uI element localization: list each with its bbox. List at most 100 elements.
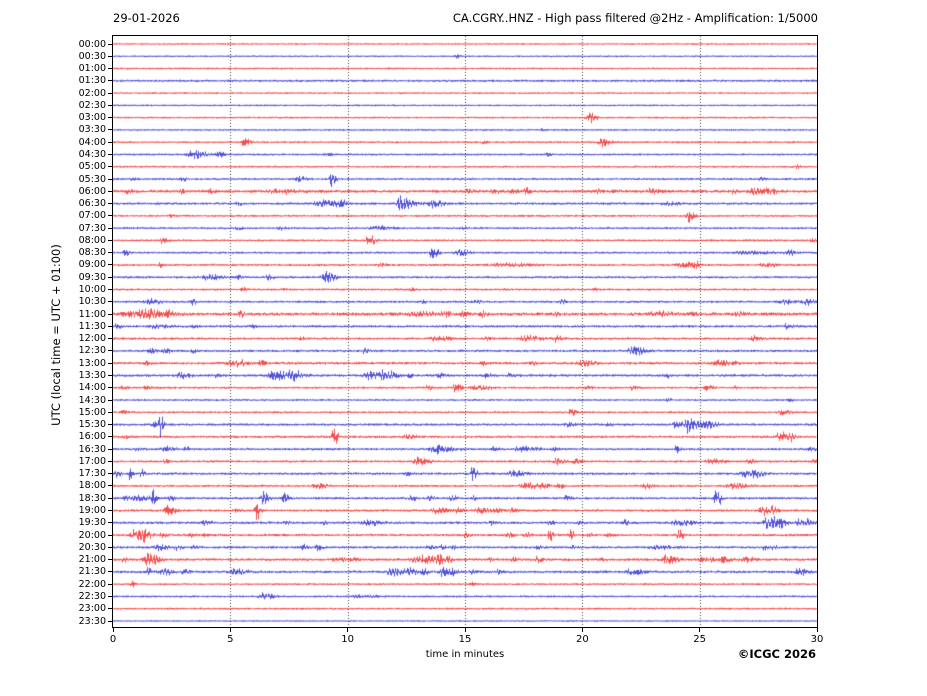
y-tick bbox=[108, 350, 112, 352]
y-tick-label: 08:00 bbox=[78, 234, 106, 246]
y-tick-label: 18:00 bbox=[78, 480, 106, 492]
y-tick bbox=[108, 546, 112, 548]
y-tick-label: 09:30 bbox=[78, 271, 106, 283]
y-tick bbox=[108, 595, 112, 597]
y-tick bbox=[108, 239, 112, 241]
y-tick bbox=[108, 325, 112, 327]
y-tick bbox=[108, 276, 112, 278]
y-tick bbox=[108, 460, 112, 462]
y-tick bbox=[108, 387, 112, 389]
y-tick bbox=[108, 153, 112, 155]
y-tick-label: 23:30 bbox=[78, 615, 106, 627]
x-tick bbox=[581, 628, 583, 632]
y-tick-label: 14:00 bbox=[78, 382, 106, 394]
y-tick bbox=[108, 190, 112, 192]
y-tick-label: 08:30 bbox=[78, 247, 106, 259]
y-tick-label: 17:30 bbox=[78, 468, 106, 480]
y-tick-label: 03:00 bbox=[78, 112, 106, 124]
y-tick-label: 02:30 bbox=[78, 99, 106, 111]
y-tick bbox=[108, 571, 112, 573]
y-tick-label: 11:30 bbox=[78, 320, 106, 332]
y-tick bbox=[108, 473, 112, 475]
y-tick-label: 16:00 bbox=[78, 431, 106, 443]
y-tick-label: 03:30 bbox=[78, 124, 106, 136]
y-tick bbox=[108, 43, 112, 45]
y-tick-label: 23:00 bbox=[78, 603, 106, 615]
y-tick-label: 15:30 bbox=[78, 419, 106, 431]
y-tick-label: 11:00 bbox=[78, 308, 106, 320]
y-tick-label: 19:30 bbox=[78, 517, 106, 529]
y-tick-label: 04:00 bbox=[78, 136, 106, 148]
x-tick bbox=[699, 628, 701, 632]
y-tick-label: 07:00 bbox=[78, 210, 106, 222]
y-tick-label: 15:00 bbox=[78, 406, 106, 418]
y-tick bbox=[108, 289, 112, 291]
x-tick-label: 0 bbox=[109, 634, 117, 645]
y-tick-label: 04:30 bbox=[78, 148, 106, 160]
y-tick-label: 10:30 bbox=[78, 296, 106, 308]
plot-date: 29-01-2026 bbox=[113, 11, 180, 25]
y-tick-label: 09:00 bbox=[78, 259, 106, 271]
y-tick bbox=[108, 497, 112, 499]
y-tick bbox=[108, 252, 112, 254]
x-tick-label: 20 bbox=[575, 634, 589, 645]
y-tick-label: 06:00 bbox=[78, 185, 106, 197]
y-tick bbox=[108, 374, 112, 376]
y-tick-label: 22:00 bbox=[78, 578, 106, 590]
y-tick bbox=[108, 68, 112, 70]
y-tick bbox=[108, 620, 112, 622]
y-tick bbox=[108, 264, 112, 266]
y-tick bbox=[108, 92, 112, 94]
plot-area bbox=[112, 35, 818, 628]
seismogram-canvas bbox=[113, 36, 817, 627]
x-axis-title: time in minutes bbox=[425, 649, 505, 660]
y-tick bbox=[108, 362, 112, 364]
y-tick-label: 19:00 bbox=[78, 505, 106, 516]
y-tick-label: 21:00 bbox=[78, 554, 106, 566]
y-tick-label: 16:30 bbox=[78, 443, 106, 455]
y-tick bbox=[108, 436, 112, 438]
y-tick bbox=[108, 215, 112, 217]
y-tick-label: 10:00 bbox=[78, 284, 106, 296]
y-tick-label: 13:00 bbox=[78, 357, 106, 369]
y-tick-label: 07:30 bbox=[78, 222, 106, 234]
y-tick-label: 01:30 bbox=[78, 75, 106, 87]
y-tick-label: 05:00 bbox=[78, 161, 106, 173]
plot-title: CA.CGRY..HNZ - High pass filtered @2Hz -… bbox=[452, 11, 818, 25]
y-tick bbox=[108, 510, 112, 511]
y-tick bbox=[108, 129, 112, 131]
y-tick-label: 00:00 bbox=[78, 38, 106, 50]
y-tick-label: 17:00 bbox=[78, 455, 106, 467]
y-tick-label: 02:00 bbox=[78, 87, 106, 99]
y-tick bbox=[108, 559, 112, 561]
y-tick-label: 00:30 bbox=[78, 50, 106, 62]
y-tick-label: 14:30 bbox=[78, 394, 106, 406]
y-tick bbox=[108, 178, 112, 180]
x-tick bbox=[347, 628, 349, 632]
y-tick bbox=[108, 80, 112, 82]
y-tick bbox=[108, 411, 112, 413]
y-tick bbox=[108, 424, 112, 426]
y-tick-label: 13:30 bbox=[78, 369, 106, 381]
y-tick bbox=[108, 583, 112, 585]
y-tick bbox=[108, 301, 112, 303]
y-tick-label: 12:00 bbox=[78, 333, 106, 345]
y-tick bbox=[108, 399, 112, 401]
x-tick bbox=[112, 628, 114, 632]
x-tick-label: 5 bbox=[227, 634, 234, 645]
y-tick-label: 05:30 bbox=[78, 173, 106, 185]
y-tick bbox=[108, 117, 112, 119]
copyright-credit: ©ICGC 2026 bbox=[737, 647, 816, 661]
y-tick bbox=[108, 522, 112, 524]
y-tick bbox=[108, 608, 112, 610]
x-tick bbox=[464, 628, 466, 632]
x-tick-label: 30 bbox=[810, 634, 824, 645]
y-tick bbox=[108, 338, 112, 340]
y-tick-label: 20:30 bbox=[78, 541, 106, 553]
y-tick-label: 06:30 bbox=[78, 198, 106, 210]
y-tick-label: 20:00 bbox=[78, 529, 106, 541]
x-tick bbox=[816, 628, 818, 632]
y-tick-label: 01:00 bbox=[78, 63, 106, 75]
x-tick-label: 25 bbox=[693, 634, 707, 645]
y-tick bbox=[108, 448, 112, 450]
